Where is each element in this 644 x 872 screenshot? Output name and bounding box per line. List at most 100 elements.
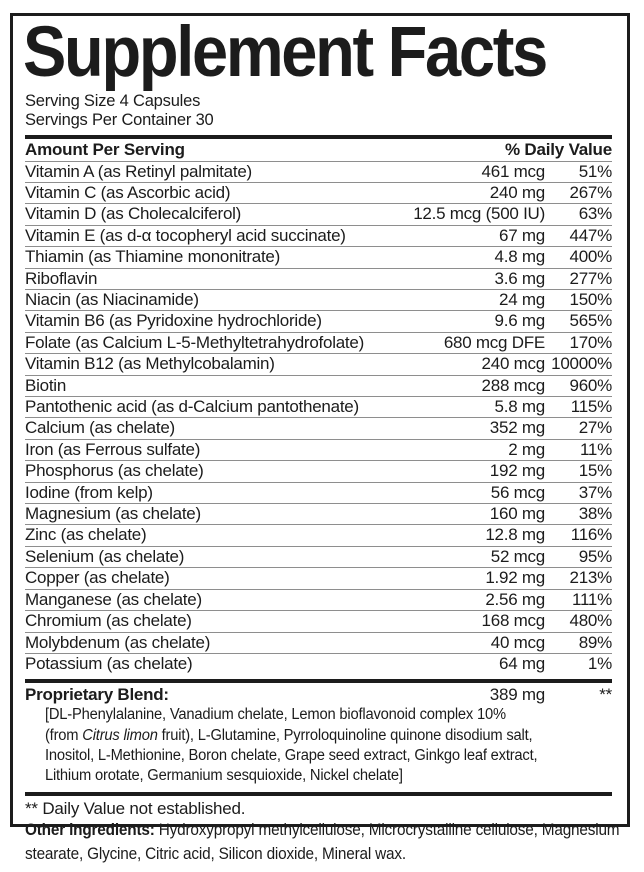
nutrient-amount: 52 mcg	[490, 546, 546, 566]
nutrient-dv: 1%	[587, 653, 612, 673]
nutrient-dv: 63%	[578, 204, 613, 224]
nutrient-name: Zinc (as chelate)	[25, 525, 147, 545]
nutrient-name: Vitamin C (as Ascorbic acid)	[25, 182, 231, 202]
thick-divider-footnote	[25, 791, 612, 796]
table-row: Copper (as chelate) 1.92 mg 213%	[25, 568, 613, 590]
nutrient-dv: 565%	[569, 311, 613, 331]
table-row: Pantothenic acid (as d-Calcium pantothen…	[25, 397, 612, 419]
nutrient-name: Vitamin D (as Cholecalciferol)	[25, 204, 242, 224]
page-title-wrap: Supplement Facts	[23, 16, 612, 92]
table-row: Vitamin D (as Cholecalciferol) 12.5 mcg …	[25, 204, 613, 226]
nutrient-name: Selenium (as chelate)	[25, 546, 185, 566]
nutrient-amount: 160 mg	[489, 504, 545, 524]
other-ingredients-text: Hydroxypropyl methylcellulose, Microcrys…	[25, 821, 620, 863]
table-row: Manganese (as chelate) 2.56 mg 111%	[25, 589, 612, 612]
table-row: Zinc (as chelate) 12.8 mg 116%	[25, 525, 612, 547]
blend-description-line: (from Citrus limon fruit), L-Glutamine, …	[44, 726, 533, 744]
blend-dv: **	[599, 685, 612, 705]
nutrient-amount: 12.5 mcg (500 IU)	[413, 204, 545, 224]
nutrient-name: Folate (as Calcium L-5-Methyltetrahydrof…	[25, 332, 365, 352]
nutrient-name: Pantothenic acid (as d-Calcium pantothen…	[25, 397, 359, 417]
nutrient-amount: 2 mg	[508, 439, 545, 459]
nutrient-name: Copper (as chelate)	[25, 568, 170, 588]
footnote: ** Daily Value not established.	[25, 798, 246, 818]
nutrient-amount: 288 mcg	[481, 375, 546, 395]
nutrient-dv: 95%	[578, 546, 613, 566]
nutrient-name: Iodine (from kelp)	[25, 482, 153, 502]
blend-description-line: Lithium orotate, Germanium sesquioxide, …	[44, 767, 403, 785]
nutrient-amount: 40 mcg	[490, 632, 546, 652]
nutrient-dv: 10000%	[551, 354, 612, 374]
table-row: Vitamin C (as Ascorbic acid) 240 mg 267%	[25, 182, 613, 205]
other-ingredients-label: Other ingredients:	[25, 821, 155, 839]
nutrient-amount: 1.92 mg	[485, 568, 545, 588]
table-row: Vitamin A (as Retinyl palmitate) 461 mcg…	[25, 162, 612, 183]
table-row: Biotin 288 mcg 960%	[25, 375, 613, 398]
nutrient-dv: 150%	[569, 290, 613, 310]
nutrient-name: Potassium (as chelate)	[25, 653, 193, 673]
table-row: Vitamin E (as d-α tocopheryl acid succin…	[25, 225, 613, 248]
nutrient-dv: 213%	[569, 568, 613, 588]
blend-label: Proprietary Blend:	[25, 685, 169, 705]
nutrient-dv: 15%	[578, 461, 613, 481]
serving-size: Serving Size 4 Capsules	[25, 91, 201, 110]
nutrient-amount: 5.8 mg	[494, 397, 546, 417]
nutrient-amount: 67 mg	[499, 225, 545, 245]
table-row: Niacin (as Niacinamide) 24 mg 150%	[25, 290, 613, 312]
nutrient-dv: 170%	[569, 332, 613, 352]
nutrient-amount: 461 mcg	[481, 161, 546, 181]
table-row: Magnesium (as chelate) 160 mg 38%	[25, 504, 613, 526]
nutrient-dv: 89%	[578, 632, 613, 652]
nutrient-name: Vitamin E (as d-α tocopheryl acid succin…	[25, 225, 346, 245]
nutrient-dv: 11%	[579, 439, 612, 459]
table-row: Selenium (as chelate) 52 mcg 95%	[25, 546, 613, 569]
nutrient-name: Calcium (as chelate)	[25, 418, 175, 438]
nutrient-amount: 240 mg	[489, 182, 545, 202]
nutrient-amount: 240 mcg	[481, 354, 546, 374]
nutrient-dv: 400%	[569, 247, 613, 267]
blend-description: [DL-Phenylalanine, Vanadium chelate, Lem…	[25, 705, 583, 786]
thick-divider-top	[25, 134, 612, 139]
nutrient-name: Iron (as Ferrous sulfate)	[25, 439, 201, 459]
amount-per-serving-header: Amount Per Serving	[25, 139, 185, 159]
nutrient-name: Phosphorus (as chelate)	[25, 461, 204, 481]
table-row: Thiamin (as Thiamine mononitrate) 4.8 mg…	[25, 247, 613, 269]
nutrient-dv: 37%	[578, 482, 613, 502]
table-row: Calcium (as chelate) 352 mg 27%	[25, 418, 613, 440]
nutrient-name: Biotin	[25, 375, 67, 395]
nutrient-dv: 277%	[569, 268, 613, 288]
nutrient-dv: 115%	[570, 397, 612, 417]
nutrient-name: Vitamin B12 (as Methylcobalamin)	[25, 354, 275, 374]
blend-amount: 389 mg	[489, 685, 545, 705]
nutrient-dv: 447%	[569, 225, 613, 245]
table-row: Vitamin B6 (as Pyridoxine hydrochloride)…	[25, 311, 613, 333]
nutrient-amount: 2.56 mg	[485, 589, 545, 609]
nutrient-amount: 9.6 mg	[494, 311, 546, 331]
nutrient-amount: 56 mcg	[490, 482, 546, 502]
thick-divider-blend	[25, 679, 612, 684]
nutrient-amount: 12.8 mg	[485, 525, 545, 545]
blend-description-line: Inositol, L-Methionine, Boron chelate, G…	[44, 746, 538, 764]
nutrient-name: Chromium (as chelate)	[25, 611, 192, 631]
nutrient-dv: 111%	[572, 589, 612, 609]
table-row: Molybdenum (as chelate) 40 mcg 89%	[25, 633, 612, 654]
table-row: Iron (as Ferrous sulfate) 2 mg 11%	[25, 439, 612, 462]
nutrient-dv: 960%	[569, 375, 613, 395]
nutrient-dv: 27%	[578, 418, 613, 438]
other-ingredients: Other ingredients: Hydroxypropyl methylc…	[25, 818, 620, 866]
nutrient-name: Manganese (as chelate)	[25, 589, 202, 609]
servings-per-container: Servings Per Container 30	[25, 110, 214, 129]
nutrient-amount: 352 mg	[489, 418, 545, 438]
nutrient-amount: 680 mcg DFE	[443, 332, 545, 352]
nutrient-name: Magnesium (as chelate)	[25, 504, 201, 524]
blend-description-line: [DL-Phenylalanine, Vanadium chelate, Lem…	[44, 706, 506, 724]
daily-value-header: % Daily Value	[504, 139, 612, 159]
facts-box: Supplement Facts Serving Size 4 Capsules…	[10, 13, 630, 827]
nutrient-amount: 192 mg	[489, 461, 545, 481]
facts-rows: Vitamin A (as Retinyl palmitate) 461 mcg…	[25, 162, 612, 675]
nutrient-amount: 64 mg	[499, 653, 545, 673]
nutrient-dv: 267%	[569, 182, 613, 202]
nutrient-dv: 116%	[570, 525, 612, 545]
nutrient-dv: 38%	[578, 504, 613, 524]
column-header-row: Amount Per Serving % Daily Value	[25, 139, 612, 162]
